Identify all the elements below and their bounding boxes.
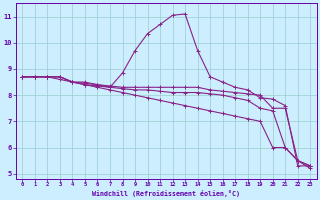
X-axis label: Windchill (Refroidissement éolien,°C): Windchill (Refroidissement éolien,°C) — [92, 190, 240, 197]
